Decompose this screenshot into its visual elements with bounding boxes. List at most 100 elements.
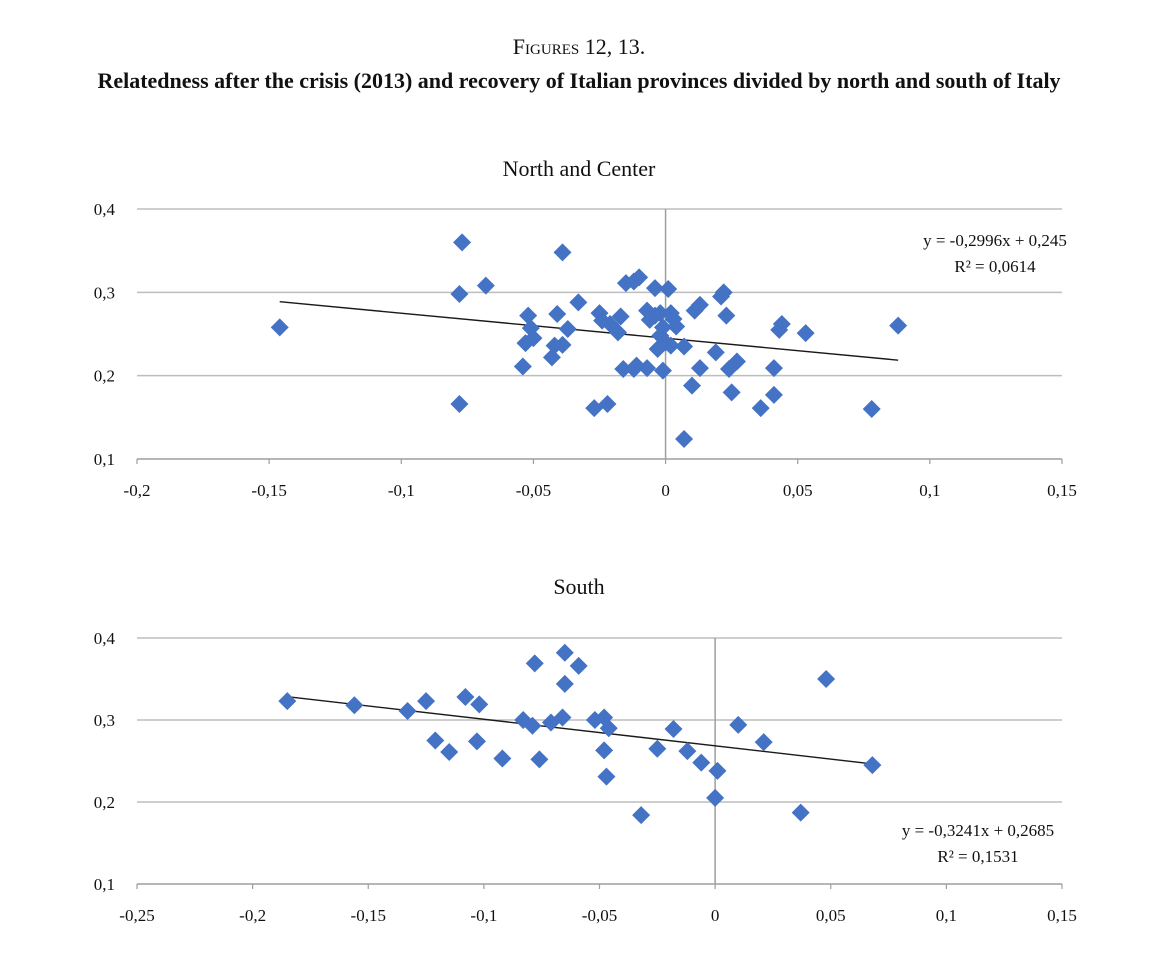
north-y-tick-label: 0,3 (94, 283, 115, 302)
south-data-point (729, 715, 748, 734)
south-data-point (440, 742, 459, 761)
south-data-point (523, 716, 542, 735)
north-data-point (717, 306, 736, 325)
north-trendline-equation: y = -0,2996x + 0,245 (923, 231, 1067, 250)
chart-title-north: North and Center (502, 156, 656, 181)
south-data-point (569, 656, 588, 675)
north-data-point (614, 360, 633, 378)
north-data-point (722, 383, 741, 402)
south-data-point (706, 788, 725, 807)
south-data-point (467, 732, 486, 751)
south-x-tick-label: -0,25 (119, 906, 154, 925)
north-data-point (862, 400, 881, 418)
north-data-point (569, 293, 588, 312)
south-x-tick-label: -0,05 (582, 906, 617, 925)
south-data-point (398, 701, 417, 720)
south-x-tick-label: 0 (711, 906, 720, 925)
north-data-point (764, 359, 783, 378)
north-data-point (690, 295, 709, 314)
north-data-point (659, 280, 678, 298)
north-data-point (638, 359, 657, 378)
south-x-tick-label: 0,1 (936, 906, 957, 925)
north-y-tick-label: 0,2 (94, 367, 115, 386)
south-x-tick-label: 0,15 (1047, 906, 1077, 925)
north-data-point (513, 357, 532, 376)
south-data-point (791, 803, 810, 822)
north-data-point (609, 323, 627, 342)
south-data-point (530, 750, 549, 769)
south-data-point (525, 654, 544, 673)
south-y-tick-label: 0,2 (94, 793, 115, 812)
north-data-point (553, 243, 572, 262)
south-trendline-equation: y = -0,3241x + 0,2685 (902, 821, 1054, 840)
south-x-tick-label: -0,2 (239, 906, 266, 925)
north-data-point (611, 307, 630, 326)
south-data-point (648, 739, 667, 758)
south-y-tick-label: 0,4 (94, 629, 116, 648)
south-data-point (417, 692, 436, 711)
north-y-tick-label: 0,4 (94, 200, 116, 219)
north-data-point (630, 268, 649, 287)
south-x-tick-label: 0,05 (816, 906, 846, 925)
north-x-tick-label: 0,15 (1047, 481, 1077, 500)
north-x-tick-label: -0,15 (251, 481, 286, 500)
north-data-point (889, 316, 908, 335)
south-data-point (345, 696, 364, 715)
north-data-point (772, 315, 791, 333)
north-data-point (764, 385, 783, 404)
figure-label-text: Figures 12, 13. (512, 34, 646, 59)
south-data-point (555, 674, 574, 693)
north-x-tick-label: 0,05 (783, 481, 813, 500)
south-data-point (817, 670, 836, 688)
south-y-tick-label: 0,3 (94, 711, 115, 730)
chart-title-south: South (553, 574, 605, 599)
north-x-tick-label: 0,1 (919, 481, 940, 500)
north-data-point (796, 324, 815, 343)
figure-title: Relatedness after the crisis (2013) and … (97, 68, 1061, 93)
north-data-point (727, 352, 746, 371)
north-data-point (714, 283, 733, 302)
south-data-point (470, 695, 489, 714)
north-data-point (751, 399, 770, 418)
north-data-point (667, 317, 686, 336)
south-data-point (595, 741, 614, 760)
south-data-point (599, 719, 618, 738)
north-data-point (450, 285, 469, 303)
south-data-point (692, 753, 711, 772)
north-data-point (585, 399, 604, 418)
north-data-point (690, 359, 709, 378)
south-data-point (426, 731, 445, 750)
north-data-point (653, 361, 672, 380)
north-data-point (651, 304, 670, 323)
south-y-tick-label: 0,1 (94, 875, 115, 894)
south-data-point (863, 756, 882, 775)
north-data-point (683, 376, 701, 395)
north-data-point (542, 348, 561, 367)
north-y-tick-label: 0,1 (94, 450, 115, 469)
south-x-tick-label: -0,1 (470, 906, 497, 925)
north-x-tick-label: -0,1 (388, 481, 415, 500)
north-data-point (519, 306, 538, 325)
south-data-point (664, 720, 683, 739)
north-data-point (646, 279, 664, 298)
north-x-tick-label: -0,05 (516, 481, 551, 500)
south-data-point (678, 742, 697, 761)
north-data-point (675, 337, 694, 356)
north-data-point (548, 305, 567, 323)
south-data-point (278, 692, 297, 711)
south-data-point (555, 643, 574, 662)
north-data-point (270, 318, 289, 337)
north-x-tick-label: 0 (661, 481, 670, 500)
south-data-point (493, 749, 512, 768)
north-data-point (476, 276, 495, 295)
north-trendline (279, 301, 899, 361)
north-data-point (648, 340, 667, 358)
north-trendline-r2: R² = 0,0614 (954, 257, 1036, 276)
north-data-point (516, 334, 535, 353)
north-data-point (453, 233, 472, 252)
south-data-point (597, 767, 616, 786)
north-data-point (450, 395, 469, 413)
north-data-point (553, 335, 572, 354)
north-data-point (661, 336, 680, 355)
